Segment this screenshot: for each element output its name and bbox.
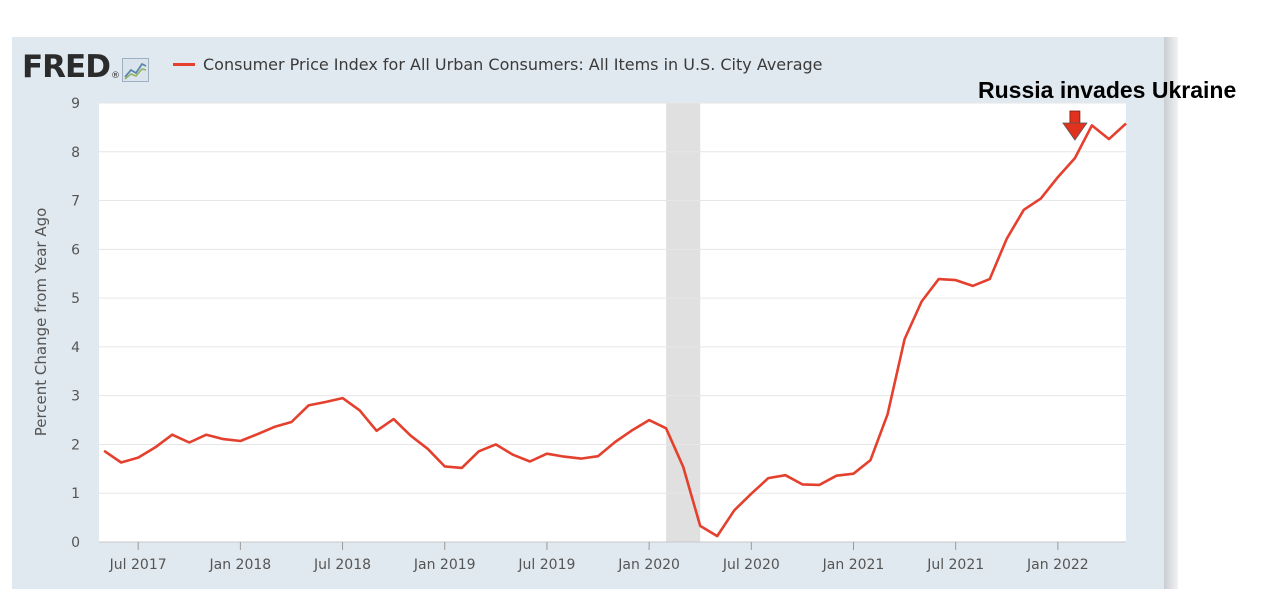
legend-swatch bbox=[173, 63, 195, 66]
annotation-label: Russia invades Ukraine bbox=[978, 77, 1237, 103]
x-tick-labels: Jul 2017 Jan 2018 Jul 2018 Jan 2019 Jul 2019… bbox=[109, 542, 1089, 573]
fred-logo: FRED ® bbox=[22, 49, 149, 83]
recession-band bbox=[666, 103, 701, 542]
plot-area bbox=[99, 103, 1126, 542]
fred-graph-icon bbox=[121, 58, 149, 82]
x-tick-label: Jul 2021 bbox=[926, 557, 984, 573]
y-tick-label: 2 bbox=[71, 437, 80, 453]
y-tick-label: 0 bbox=[71, 535, 80, 551]
legend: Consumer Price Index for All Urban Consu… bbox=[173, 55, 823, 74]
y-tick-label: 8 bbox=[71, 145, 80, 161]
annotation-arrow-icon bbox=[1062, 110, 1088, 141]
x-tick-label: Jan 2018 bbox=[209, 557, 272, 573]
fred-logo-text: FRED bbox=[22, 49, 111, 85]
x-tick-label: Jan 2020 bbox=[617, 557, 680, 573]
y-tick-label: 1 bbox=[71, 486, 80, 502]
recession-layer bbox=[666, 103, 701, 542]
y-tick-label: 9 bbox=[71, 96, 80, 112]
x-tick-label: Jul 2020 bbox=[722, 557, 780, 573]
arrow-head bbox=[1062, 122, 1088, 141]
x-tick-label: Jan 2021 bbox=[822, 557, 885, 573]
grid-layer bbox=[99, 102, 1126, 543]
y-tick-label: 5 bbox=[71, 291, 80, 307]
x-tick-label: Jul 2017 bbox=[109, 557, 167, 573]
y-tick-label: 6 bbox=[71, 242, 80, 258]
x-tick-label: Jan 2019 bbox=[413, 557, 476, 573]
y-tick-labels: 0 1 2 3 4 5 6 7 8 9 bbox=[71, 96, 80, 551]
panel-edge-shadow bbox=[1164, 37, 1178, 589]
y-tick-label: 4 bbox=[71, 340, 80, 356]
arrow-shaft bbox=[1069, 110, 1081, 125]
x-tick-label: Jan 2022 bbox=[1026, 557, 1089, 573]
series-layer bbox=[103, 122, 1127, 538]
y-tick-label: 3 bbox=[71, 389, 80, 405]
x-tick-label: Jul 2018 bbox=[313, 557, 371, 573]
cpi-series-line bbox=[103, 122, 1127, 538]
legend-label: Consumer Price Index for All Urban Consu… bbox=[203, 55, 823, 74]
y-tick-label: 7 bbox=[71, 194, 80, 210]
x-tick-label: Jul 2019 bbox=[517, 557, 575, 573]
registered-mark: ® bbox=[110, 71, 120, 81]
y-axis-label: Percent Change from Year Ago bbox=[32, 208, 50, 437]
